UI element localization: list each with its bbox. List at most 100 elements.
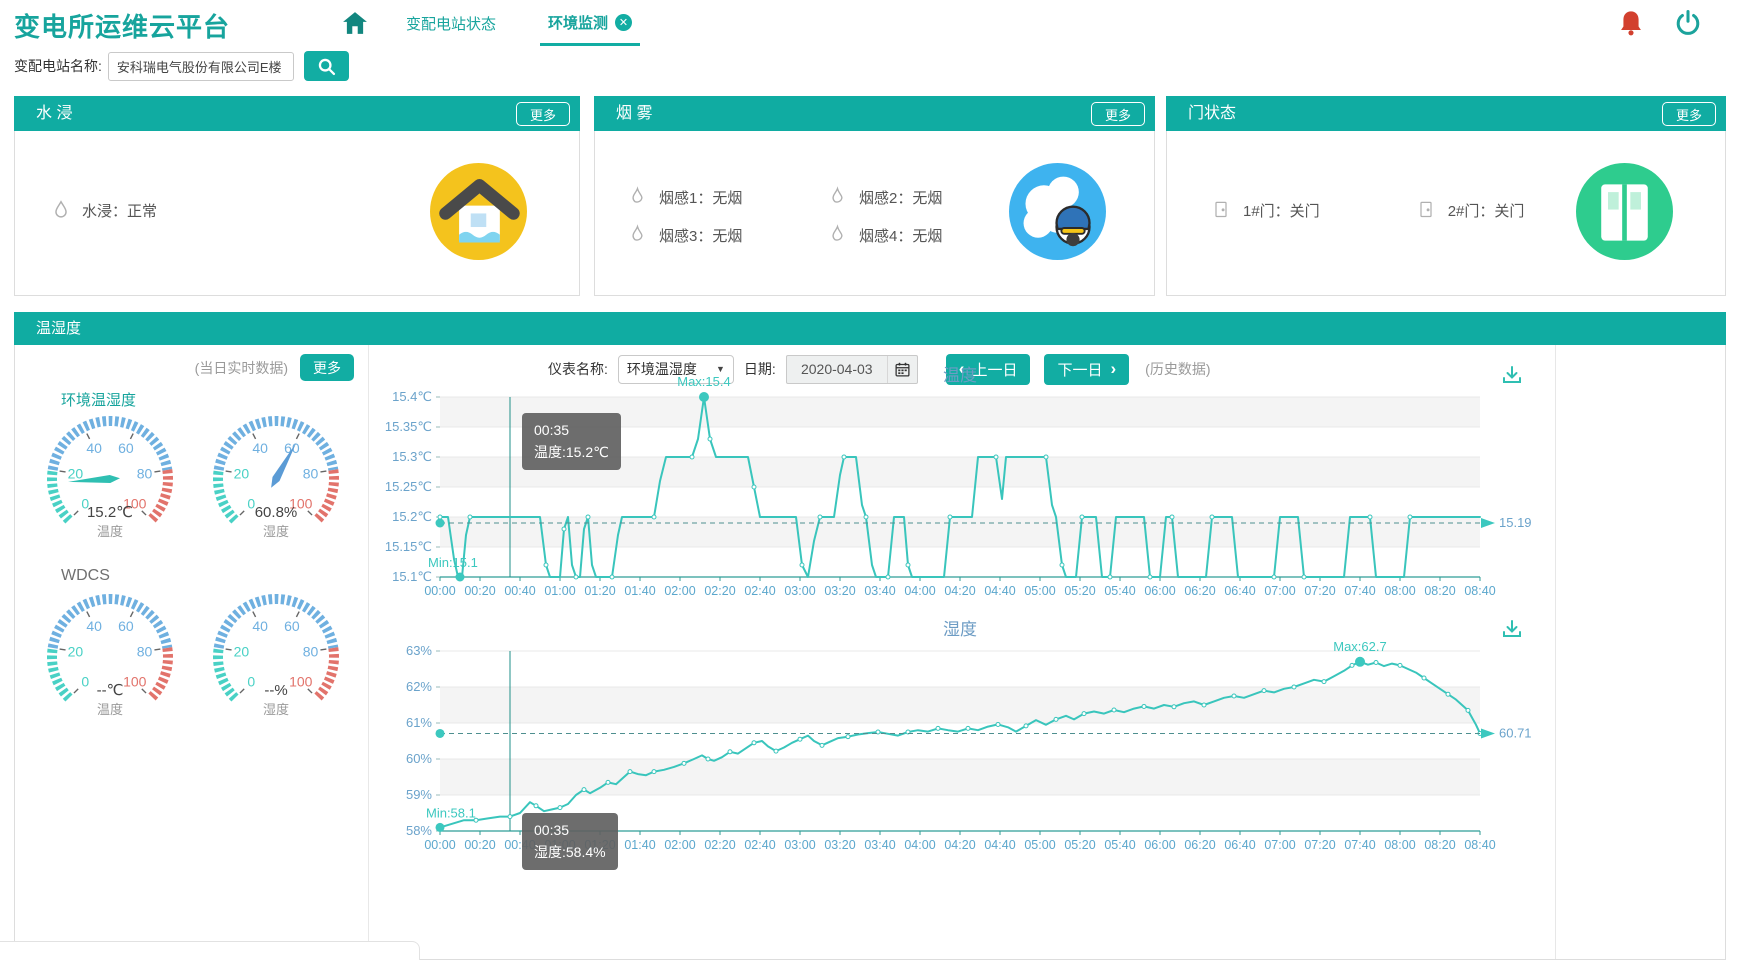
svg-text:06:40: 06:40 xyxy=(1224,838,1255,852)
svg-text:20: 20 xyxy=(68,644,84,660)
svg-text:02:40: 02:40 xyxy=(744,838,775,852)
gauge-row-2: 0 20 40 60 80 100 --℃ 温度 0 20 40 60 80 100 --% 湿度 xyxy=(27,581,359,733)
svg-text:02:20: 02:20 xyxy=(704,584,735,598)
svg-text:40: 40 xyxy=(252,440,268,456)
temperature-chart: 15.4℃ 15.35℃ 15.3℃ 15.25℃ 15.2℃ 15.15℃ 15.1℃ 温度… xyxy=(382,361,1542,611)
calendar-icon xyxy=(886,355,917,383)
svg-text:Min:58.1: Min:58.1 xyxy=(426,805,476,820)
chevron-down-icon: ▼ xyxy=(715,364,725,374)
flood-icon xyxy=(430,163,527,260)
previous-day-label: 上一日 xyxy=(972,361,1018,379)
temperature-tooltip: 00:35 温度:15.2℃ xyxy=(522,413,621,471)
svg-text:00:00: 00:00 xyxy=(424,584,455,598)
main-nav: 变配电站状态 环境监测 ✕ xyxy=(342,0,680,46)
svg-text:60.8%: 60.8% xyxy=(255,504,298,521)
svg-text:01:40: 01:40 xyxy=(624,838,655,852)
water-panel-header: 水 浸 更多 xyxy=(14,96,580,131)
meter-name-label: 仪表名称: xyxy=(548,361,608,377)
svg-text:15.4℃: 15.4℃ xyxy=(392,389,432,404)
svg-text:100: 100 xyxy=(123,674,147,690)
water-panel-title: 水 浸 xyxy=(36,105,73,122)
tooltip-time: 00:35 xyxy=(534,422,570,438)
svg-text:07:40: 07:40 xyxy=(1344,584,1375,598)
svg-text:40: 40 xyxy=(252,618,268,634)
env-more-button[interactable]: 更多 xyxy=(300,354,354,381)
svg-text:00:20: 00:20 xyxy=(464,838,495,852)
alarm-bell-icon[interactable] xyxy=(1617,9,1645,37)
svg-text:06:20: 06:20 xyxy=(1184,584,1215,598)
svg-text:15.2℃: 15.2℃ xyxy=(87,504,133,521)
meter-select[interactable]: 环境温湿度 ▼ xyxy=(617,354,734,384)
power-icon[interactable] xyxy=(1674,9,1702,37)
water-more-button[interactable]: 更多 xyxy=(515,102,570,126)
smoke-more-button[interactable]: 更多 xyxy=(1090,102,1145,126)
station-name-input[interactable] xyxy=(107,51,294,81)
door-2-item: 2#门：关门 xyxy=(1416,199,1524,221)
svg-text:60: 60 xyxy=(284,618,300,634)
svg-text:08:20: 08:20 xyxy=(1424,838,1455,852)
svg-text:60.71: 60.71 xyxy=(1499,725,1532,740)
svg-text:Max:15.4: Max:15.4 xyxy=(677,374,730,389)
date-picker[interactable]: 2020-04-03 xyxy=(785,354,918,384)
svg-text:06:00: 06:00 xyxy=(1144,838,1175,852)
svg-text:40: 40 xyxy=(86,618,102,634)
svg-text:58%: 58% xyxy=(406,823,432,838)
svg-text:01:00: 01:00 xyxy=(544,584,575,598)
humidity-gauge: 0 20 40 60 80 100 60.8% 湿度 xyxy=(193,403,359,555)
gauge-row-1: 0 20 40 60 80 100 15.2℃ 温度 0 20 40 60 80 100 60.8% 湿度 xyxy=(27,403,359,555)
tab-station-status[interactable]: 变配电站状态 xyxy=(406,15,497,33)
svg-text:06:00: 06:00 xyxy=(1144,584,1175,598)
download-icon[interactable] xyxy=(1500,617,1524,641)
station-search-row: 变配电站名称: xyxy=(14,50,349,82)
svg-text:80: 80 xyxy=(137,644,153,660)
smoke-sensor-3: 烟感3：无烟 xyxy=(627,224,827,246)
svg-text:06:20: 06:20 xyxy=(1184,838,1215,852)
door-status-panel: 门状态 更多 1#门：关门 2#门：关门 xyxy=(1166,96,1726,296)
svg-text:温度: 温度 xyxy=(97,524,123,539)
humidity-tooltip: 00:35 湿度:58.4% xyxy=(522,813,618,871)
svg-text:04:00: 04:00 xyxy=(904,838,935,852)
svg-text:01:20: 01:20 xyxy=(584,584,615,598)
flame-icon xyxy=(627,186,649,208)
next-day-label: 下一日 xyxy=(1057,361,1103,379)
door-panel-title: 门状态 xyxy=(1188,105,1237,122)
svg-text:04:00: 04:00 xyxy=(904,584,935,598)
svg-text:温度: 温度 xyxy=(943,366,977,385)
temperature-chart-svg: 15.4℃ 15.35℃ 15.3℃ 15.25℃ 15.2℃ 15.15℃ 15.1℃ 温度… xyxy=(385,366,1532,598)
svg-text:80: 80 xyxy=(303,466,319,482)
svg-text:07:00: 07:00 xyxy=(1264,584,1295,598)
svg-text:07:00: 07:00 xyxy=(1264,838,1295,852)
svg-text:62%: 62% xyxy=(406,679,432,694)
svg-text:03:00: 03:00 xyxy=(784,838,815,852)
previous-day-button[interactable]: ‹ 上一日 xyxy=(945,353,1031,385)
smoke-sensor-4-text: 烟感4：无烟 xyxy=(859,227,943,245)
home-icon[interactable] xyxy=(342,10,368,36)
tooltip-value: 温度:15.2℃ xyxy=(534,443,609,460)
svg-text:00:20: 00:20 xyxy=(464,584,495,598)
door-panel-header: 门状态 更多 xyxy=(1166,96,1726,131)
station-name-label: 变配电站名称: xyxy=(14,58,102,74)
download-icon[interactable] xyxy=(1500,363,1524,387)
next-day-button[interactable]: 下一日 › xyxy=(1044,353,1130,385)
svg-text:61%: 61% xyxy=(406,715,432,730)
svg-text:08:40: 08:40 xyxy=(1464,584,1495,598)
svg-text:0: 0 xyxy=(81,496,89,512)
svg-text:00:40: 00:40 xyxy=(504,584,535,598)
svg-text:04:40: 04:40 xyxy=(984,838,1015,852)
door-icon xyxy=(1416,199,1438,221)
top-bar: 变电所运维云平台 变配电站状态 环境监测 ✕ xyxy=(0,0,1740,46)
svg-text:03:20: 03:20 xyxy=(824,584,855,598)
svg-text:20: 20 xyxy=(68,466,84,482)
smoke-sensor-1: 烟感1：无烟 xyxy=(627,186,827,208)
smoke-panel: 烟 雾 更多 烟感1：无烟 烟感2：无烟 xyxy=(594,96,1155,296)
search-button[interactable] xyxy=(303,51,349,81)
tab-env-monitor[interactable]: 环境监测 ✕ xyxy=(540,1,641,46)
door-1-item: 1#门：关门 xyxy=(1211,199,1320,221)
next-section-edge xyxy=(0,941,420,960)
tab-close-icon[interactable]: ✕ xyxy=(615,13,633,31)
svg-text:15.19: 15.19 xyxy=(1499,515,1532,530)
wdcs-temperature-gauge: 0 20 40 60 80 100 --℃ 温度 xyxy=(27,581,193,733)
door-more-button[interactable]: 更多 xyxy=(1661,102,1716,126)
